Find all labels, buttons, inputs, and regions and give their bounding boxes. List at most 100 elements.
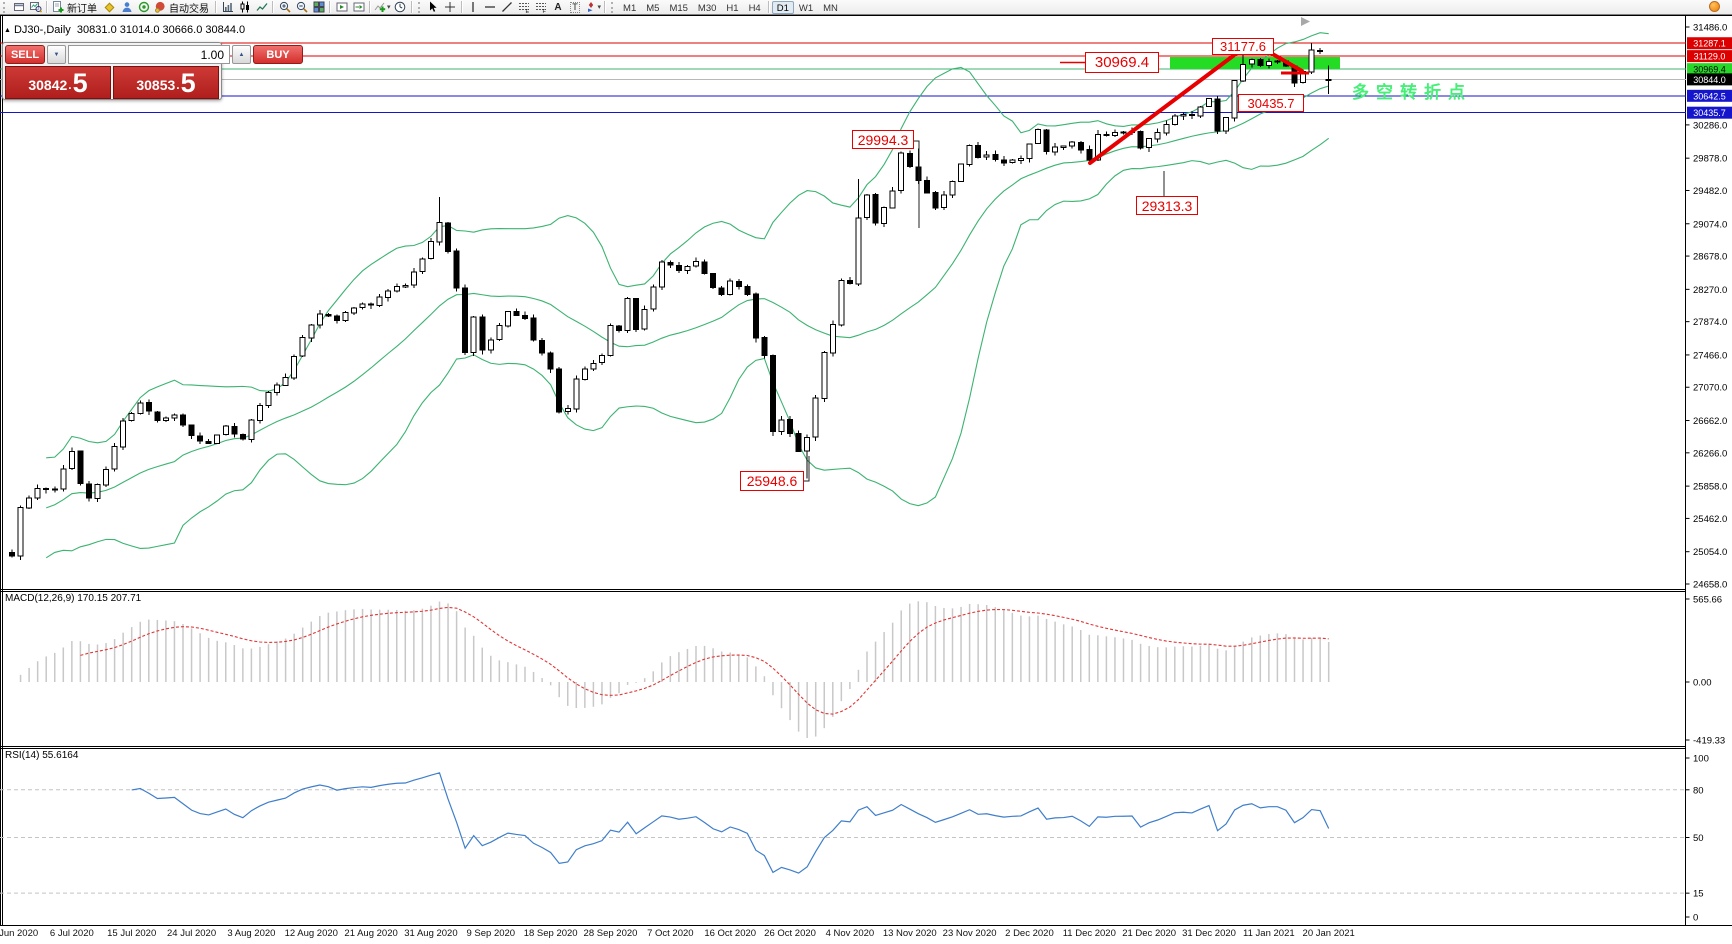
sell-button[interactable]: SELL xyxy=(5,45,45,64)
candle xyxy=(881,206,888,224)
horizontal-line-icon[interactable] xyxy=(482,1,499,14)
candle xyxy=(590,362,597,370)
timeframe-mn[interactable]: MN xyxy=(823,2,838,14)
svg-text:31287.1: 31287.1 xyxy=(1693,39,1726,49)
candle xyxy=(111,445,118,470)
bollinger-middle xyxy=(46,85,1329,509)
date-label: 12 Aug 2020 xyxy=(285,928,338,939)
candle xyxy=(829,324,836,354)
candle xyxy=(949,181,956,196)
candle xyxy=(983,154,990,158)
profile-icon[interactable] xyxy=(118,1,135,14)
svg-text:E: E xyxy=(526,9,530,13)
sell-price: 30842 xyxy=(28,77,68,93)
sell-price-tile[interactable]: 30842. 5 xyxy=(5,66,111,99)
svg-text:F: F xyxy=(543,9,547,13)
svg-text:29482.0: 29482.0 xyxy=(1693,186,1727,197)
metaeditor-icon[interactable] xyxy=(101,1,118,14)
text-label-icon[interactable]: T xyxy=(567,1,584,14)
candle xyxy=(864,194,870,219)
volume-input[interactable] xyxy=(68,45,230,64)
svg-text:30435.7: 30435.7 xyxy=(1693,108,1726,118)
candle xyxy=(1214,98,1221,132)
candle xyxy=(274,384,281,393)
volume-up-button[interactable]: ▲ xyxy=(232,45,251,64)
candle xyxy=(376,296,383,306)
candle xyxy=(761,337,768,357)
window-icon[interactable] xyxy=(10,1,27,14)
timeframe-m1[interactable]: M1 xyxy=(623,2,637,14)
volume-down-button[interactable]: ▼ xyxy=(47,45,66,64)
fibo-channel-icon[interactable]: E xyxy=(516,1,533,14)
webphone-icon[interactable] xyxy=(135,1,152,14)
new-order-button[interactable]: 新订单 xyxy=(50,1,101,15)
candle xyxy=(120,420,127,448)
timeframe-m30[interactable]: M30 xyxy=(697,2,717,14)
candle xyxy=(453,250,460,289)
line-chart-icon[interactable] xyxy=(253,1,270,14)
bar-chart-icon[interactable] xyxy=(219,1,236,14)
candle xyxy=(1180,114,1187,117)
zoom-out-icon[interactable] xyxy=(293,1,310,14)
clock-icon[interactable] xyxy=(392,1,409,14)
auto-scroll-icon[interactable] xyxy=(350,1,367,14)
crosshair-icon[interactable] xyxy=(442,1,459,14)
candle xyxy=(752,293,759,339)
candle-chart-icon[interactable] xyxy=(236,1,253,14)
timeframe-w1[interactable]: W1 xyxy=(798,2,814,14)
add-indicator-icon[interactable]: ▾ xyxy=(373,1,392,14)
svg-text:565.66: 565.66 xyxy=(1693,595,1722,606)
timeframe-h4[interactable]: H4 xyxy=(748,2,761,14)
date-label: 21 Aug 2020 xyxy=(344,928,397,939)
timeframe-h1[interactable]: H1 xyxy=(726,2,739,14)
notification-dot[interactable] xyxy=(1709,1,1720,12)
arrows-icon[interactable]: ▾ xyxy=(584,1,603,14)
date-label: 3 Aug 2020 xyxy=(227,928,275,939)
candle xyxy=(624,298,631,332)
trend-line-icon[interactable] xyxy=(499,1,516,14)
tile-windows-icon[interactable] xyxy=(310,1,327,14)
timeframe-d1[interactable]: D1 xyxy=(771,0,794,14)
candle xyxy=(479,316,486,351)
candle xyxy=(1317,50,1324,53)
svg-text:30642.5: 30642.5 xyxy=(1693,91,1726,101)
candle xyxy=(145,401,152,412)
chart-preview-icon[interactable] xyxy=(27,1,44,14)
candle xyxy=(77,450,84,485)
timeframe-m5[interactable]: M5 xyxy=(646,2,660,14)
candle xyxy=(539,340,546,354)
buy-price-tile[interactable]: 30853. 5 xyxy=(113,66,219,99)
toolbar-separator xyxy=(46,1,48,13)
candle xyxy=(470,316,477,354)
candle xyxy=(701,261,708,275)
vertical-line-icon[interactable] xyxy=(465,1,482,14)
candle xyxy=(351,307,357,314)
timeframe-m15[interactable]: M15 xyxy=(669,2,688,14)
auto-trading-button[interactable]: 自动交易 xyxy=(152,1,213,15)
zoom-in-icon[interactable] xyxy=(276,1,293,14)
fibonacci-icon[interactable]: F xyxy=(533,1,550,14)
date-label: 23 Nov 2020 xyxy=(943,928,997,939)
candle xyxy=(504,311,511,327)
date-label: 26 Oct 2020 xyxy=(764,928,816,939)
candle xyxy=(128,412,135,421)
candle xyxy=(222,425,229,435)
svg-text:30844.0: 30844.0 xyxy=(1693,75,1726,85)
candle xyxy=(291,356,298,379)
buy-button[interactable]: BUY xyxy=(253,45,303,64)
rsi xyxy=(0,772,1686,894)
candle xyxy=(445,222,452,253)
macd-signal-line xyxy=(80,606,1329,715)
text-icon[interactable]: A xyxy=(554,1,562,13)
date-label: 18 Sep 2020 xyxy=(524,928,578,939)
candle xyxy=(547,352,554,370)
candle xyxy=(581,368,588,380)
chart-shift-icon[interactable] xyxy=(333,1,350,14)
candle xyxy=(846,280,853,285)
svg-text:24658.0: 24658.0 xyxy=(1693,580,1727,591)
candle xyxy=(333,315,340,321)
dropdown-caret: ▾ xyxy=(387,4,391,11)
cursor-icon[interactable] xyxy=(425,1,442,14)
